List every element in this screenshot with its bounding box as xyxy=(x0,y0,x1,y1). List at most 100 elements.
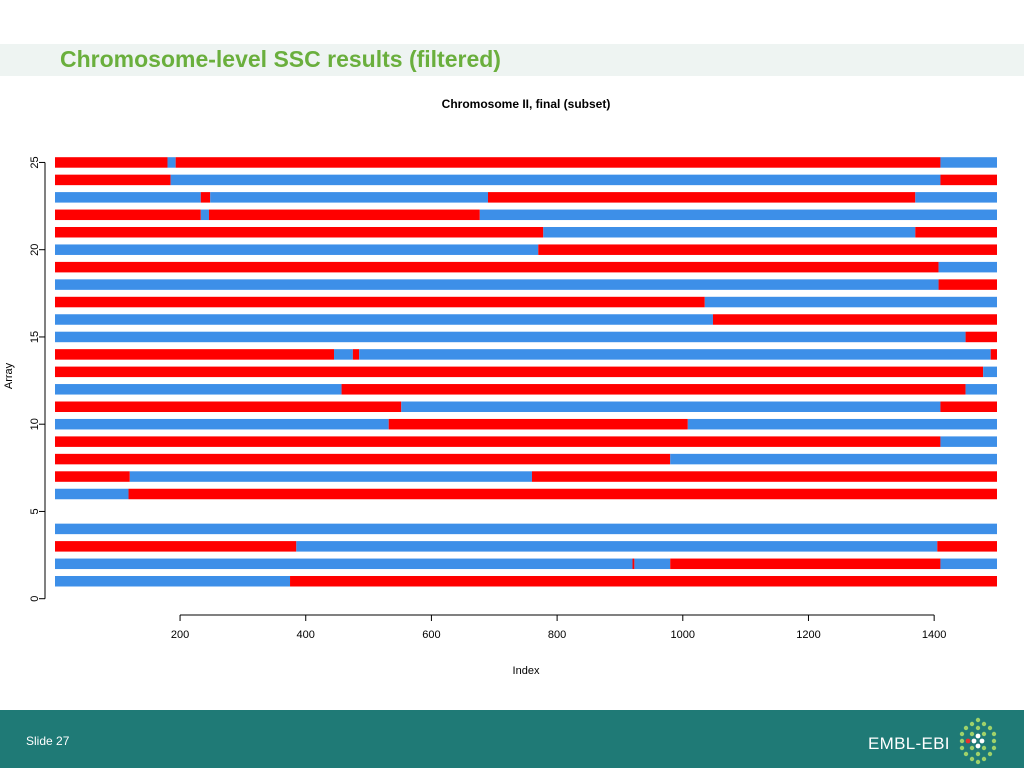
segment-bar xyxy=(712,314,997,325)
array-row-8 xyxy=(55,453,997,465)
segment-bar xyxy=(352,349,360,360)
segment-bar xyxy=(401,401,941,412)
array-row-7 xyxy=(55,471,997,482)
segment-bar xyxy=(915,227,997,238)
y-tick-label: 5 xyxy=(29,508,41,514)
segment-bar xyxy=(55,296,705,308)
segment-bar xyxy=(940,558,997,570)
array-row-20 xyxy=(55,244,997,255)
segment-bar xyxy=(55,384,342,395)
segment-bar xyxy=(704,296,997,308)
chart-axes: 200 400 600 800 1000 1200 1400 0 5 10 15 20 25 xyxy=(29,156,946,641)
array-row-16 xyxy=(55,314,997,325)
segment-bar xyxy=(170,174,941,186)
array-row-22 xyxy=(55,209,997,221)
segment-bar xyxy=(55,279,939,290)
array-row-24 xyxy=(55,174,997,186)
segment-bar xyxy=(983,366,997,378)
segment-bar xyxy=(479,209,997,221)
segment-bar xyxy=(940,157,997,168)
array-row-3 xyxy=(55,541,997,552)
segment-bar xyxy=(388,418,688,430)
array-row-25 xyxy=(55,157,997,168)
array-row-14 xyxy=(55,349,997,360)
segment-bar xyxy=(55,366,984,378)
x-tick-label: 1200 xyxy=(796,629,820,641)
segment-bar xyxy=(55,209,201,221)
array-row-10 xyxy=(55,418,997,430)
array-row-11 xyxy=(55,401,997,412)
array-row-2 xyxy=(55,558,997,570)
array-row-12 xyxy=(55,384,997,395)
segment-bar xyxy=(55,261,939,273)
segment-bar xyxy=(965,384,997,395)
segment-bar xyxy=(937,541,997,552)
segment-bar xyxy=(632,558,635,570)
array-row-15 xyxy=(55,331,997,343)
segment-bar xyxy=(940,436,997,447)
array-row-21 xyxy=(55,227,997,238)
array-row-6 xyxy=(55,488,997,500)
title-band xyxy=(0,44,1024,76)
chart-container: Chromosome II, final (subset) 200 400 600 8… xyxy=(0,88,1024,688)
segment-bar xyxy=(55,418,389,430)
segment-bar xyxy=(634,558,671,570)
segment-bar xyxy=(55,453,671,465)
segment-bar xyxy=(210,192,488,203)
segment-bar xyxy=(55,576,291,587)
segment-bar xyxy=(200,209,209,221)
slide-title: Chromosome-level SSC results (filtered) xyxy=(60,46,501,72)
y-tick-label: 20 xyxy=(29,244,41,256)
footer-bar: Slide 27 EMBL-EBI xyxy=(0,710,1024,768)
segment-bar xyxy=(200,192,211,203)
segment-bar xyxy=(55,227,544,238)
segment-bar xyxy=(940,401,997,412)
slide-number: Slide 27 xyxy=(26,734,70,748)
segment-bar xyxy=(55,244,539,255)
segment-bar xyxy=(965,331,997,343)
segment-bar xyxy=(55,471,130,482)
segment-bar xyxy=(670,558,941,570)
y-tick-label: 10 xyxy=(29,418,41,430)
segment-bar xyxy=(55,558,633,570)
array-row-18 xyxy=(55,279,997,290)
segment-bar xyxy=(129,471,532,482)
segment-bar xyxy=(55,331,966,343)
segment-bar xyxy=(531,471,997,482)
segment-bar xyxy=(128,488,997,500)
segment-bar xyxy=(296,541,938,552)
segment-bar xyxy=(55,541,297,552)
array-row-19 xyxy=(55,261,997,273)
array-row-13 xyxy=(55,366,997,378)
x-axis-label: Index xyxy=(513,665,540,677)
segment-bar xyxy=(167,157,176,168)
segment-bar xyxy=(55,192,201,203)
array-row-23 xyxy=(55,192,997,203)
y-tick-label: 0 xyxy=(29,596,41,602)
segment-bar xyxy=(670,453,997,465)
segment-bar xyxy=(940,174,997,186)
embl-ebi-logo-icon xyxy=(959,717,997,765)
segment-bar xyxy=(938,279,997,290)
segment-bar xyxy=(55,488,129,500)
segment-bar xyxy=(487,192,916,203)
segment-bar xyxy=(990,349,997,360)
x-tick-label: 1400 xyxy=(922,629,946,641)
segment-bar xyxy=(290,576,997,587)
array-row-9 xyxy=(55,436,997,447)
array-row-1 xyxy=(55,576,997,587)
segment-bar xyxy=(55,436,941,447)
y-axis-label: Array xyxy=(3,362,15,389)
segment-bar xyxy=(55,523,997,535)
segment-bar xyxy=(543,227,916,238)
segment-bar xyxy=(538,244,997,255)
array-row-17 xyxy=(55,296,997,308)
org-name: EMBL-EBI xyxy=(868,734,950,753)
x-tick-label: 400 xyxy=(297,629,315,641)
chart-bars xyxy=(55,157,997,587)
segment-bar xyxy=(341,384,966,395)
array-row-4 xyxy=(55,523,997,535)
segment-bar xyxy=(55,157,168,168)
segment-bar xyxy=(687,418,997,430)
segment-bar xyxy=(938,261,997,273)
